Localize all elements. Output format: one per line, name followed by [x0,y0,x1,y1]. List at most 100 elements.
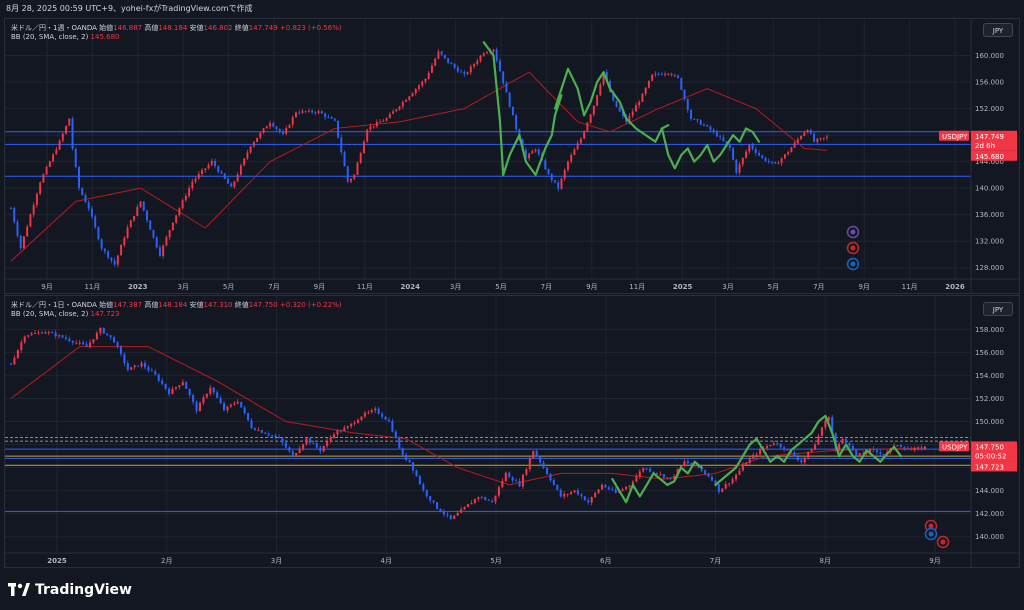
candle [580,492,583,499]
candle [515,478,518,482]
daily-chart-pane[interactable]: 158.000156.000154.000152.000150.000148.0… [4,295,1020,568]
candle [405,98,408,103]
candle-body [761,155,764,158]
candle [534,148,537,153]
candle [158,245,161,258]
time-tick-label: 11月 [902,283,918,291]
candle-body [152,229,155,238]
brand-name: TradingView [35,582,132,598]
candle [466,504,470,508]
candle-body [770,161,773,163]
tradingview-logo[interactable]: TradingView [8,582,132,598]
candle [230,182,233,187]
candle-body [367,412,370,414]
candle-body [657,73,660,75]
candle [492,48,495,55]
candle-body [274,435,277,438]
candle [651,74,654,82]
candle-body [149,220,152,230]
time-tick-label: 7月 [268,283,279,291]
candle-body [311,110,314,113]
candle-body [686,461,689,464]
candle [879,449,882,457]
candle [806,129,809,134]
candle [37,329,40,335]
price-tick-label: 152.000 [975,105,1004,113]
candle [566,160,569,173]
candle-body [84,194,87,203]
candle-body [372,126,375,128]
pattern-line [502,94,563,176]
candle-body [271,435,274,437]
candle [192,393,195,405]
candle [16,219,19,238]
candle [9,362,13,366]
candle [803,457,806,466]
candle-body [362,141,365,154]
candle-body [243,158,246,166]
candle-body [545,467,549,475]
candle-body [120,244,123,256]
pattern-line [660,127,761,170]
candle [418,474,421,486]
candle [618,104,621,113]
candle [71,340,74,346]
candle-body [683,89,686,99]
candle [324,112,327,120]
weekly-chart-canvas[interactable]: 160.000156.000152.000148.000144.000140.0… [5,19,1019,293]
daily-chart-canvas[interactable]: 158.000156.000154.000152.000150.000148.0… [5,296,1019,567]
candle [20,339,23,353]
candle-body [570,155,573,162]
candle [796,454,799,462]
candle-body [277,437,281,439]
candle-body [745,151,748,158]
candle-body [16,349,19,358]
candle [52,153,55,163]
candle-body [294,112,297,118]
candle [783,153,786,160]
candle-body [495,49,498,61]
candle-body [655,472,659,475]
candle [298,109,301,115]
daily-currency-button[interactable]: JPY [983,302,1013,316]
candle-body [910,449,913,451]
candle [748,456,751,465]
candle [752,452,755,460]
thunder-icon-dot [850,229,856,235]
candle [95,330,98,340]
candle-body [590,496,593,503]
candle [48,160,51,168]
candle [223,172,226,180]
candle-body [436,502,439,509]
candle [126,224,129,239]
candle-body [192,395,195,402]
weekly-currency-button[interactable]: JPY [983,23,1013,37]
candle-body [188,389,191,396]
candle-body [16,222,19,236]
candle-body [109,335,112,338]
candle [614,487,617,494]
candle-body [594,493,597,497]
time-tick-label: 9月 [929,557,940,565]
candle-body [504,472,507,481]
candle-body [651,74,654,81]
candle-body [259,132,262,138]
candle [848,441,851,448]
candle-body [205,393,208,398]
candle-body [171,388,174,395]
candle-body [473,64,476,67]
candle [188,388,191,398]
weekly-chart-pane[interactable]: 160.000156.000152.000148.000144.000140.0… [4,18,1020,294]
candle-body [537,149,540,155]
daily-high: 148.184 [158,301,188,309]
candle-body [566,493,569,495]
candle [107,250,110,260]
candle [644,86,647,96]
candle-body [875,450,878,453]
candle-body [732,148,735,160]
candle [556,484,559,491]
candle-body [388,113,391,119]
candle [99,327,102,336]
candle [133,364,136,370]
candle-body [453,64,456,68]
